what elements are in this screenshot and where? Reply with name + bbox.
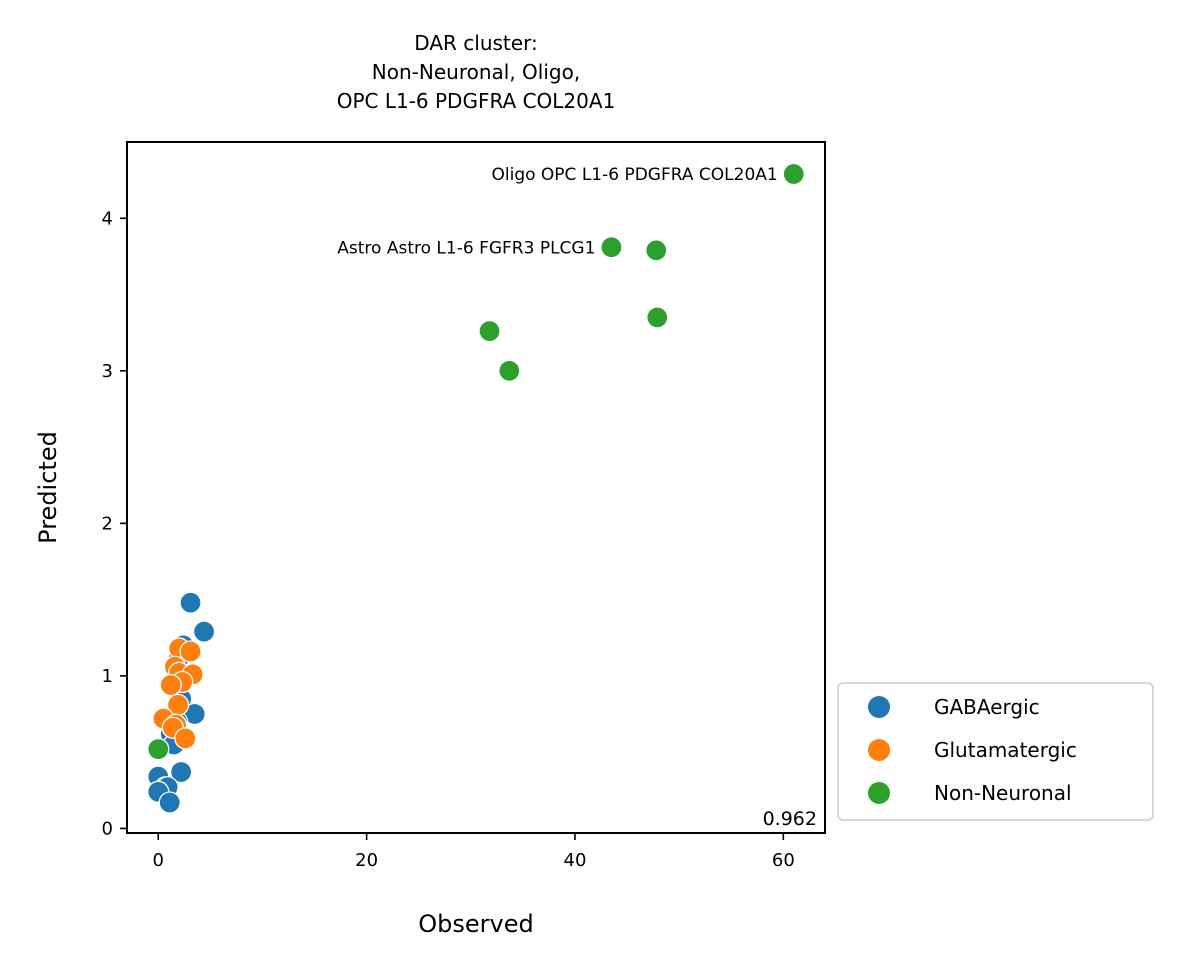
chart-title-line: Non-Neuronal, Oligo, bbox=[372, 60, 580, 84]
y-tick-label: 3 bbox=[102, 361, 113, 382]
chart-title-line: DAR cluster: bbox=[414, 31, 537, 55]
legend-marker bbox=[868, 696, 890, 718]
point-glutamatergic bbox=[179, 640, 202, 663]
point-gabaergic bbox=[179, 591, 202, 614]
x-tick-label: 40 bbox=[564, 850, 587, 871]
point-annotation: Oligo OPC L1-6 PDGFRA COL20A1 bbox=[492, 165, 778, 185]
point-non-neuronal bbox=[498, 359, 521, 382]
x-axis: 0 20 40 60 bbox=[153, 833, 795, 871]
legend-marker bbox=[868, 739, 890, 761]
point-gabaergic bbox=[192, 620, 216, 643]
points-layer bbox=[147, 162, 805, 814]
x-tick-label: 20 bbox=[355, 850, 378, 871]
point-non-neuronal bbox=[478, 319, 501, 343]
legend-marker bbox=[868, 782, 890, 804]
y-tick-label: 0 bbox=[102, 818, 113, 839]
legend: GABAergic Glutamatergic Non-Neuronal bbox=[837, 682, 1154, 821]
point-non-neuronal bbox=[600, 236, 623, 259]
point-non-neuronal bbox=[645, 239, 668, 262]
y-tick-label: 4 bbox=[102, 208, 113, 229]
plot-frame bbox=[126, 141, 826, 834]
legend-box bbox=[837, 682, 1154, 821]
legend-label: Glutamatergic bbox=[934, 738, 1077, 762]
y-tick-label: 2 bbox=[102, 513, 113, 534]
legend-label: Non-Neuronal bbox=[934, 781, 1072, 805]
y-axis: 0 1 2 3 4 bbox=[102, 208, 127, 839]
legend-label: GABAergic bbox=[934, 695, 1040, 719]
x-axis-label: Observed bbox=[418, 910, 533, 938]
annotation-layer: Oligo OPC L1-6 PDGFRA COL20A1 Astro Astro… bbox=[337, 165, 777, 258]
point-non-neuronal bbox=[782, 162, 805, 186]
chart-title-line: OPC L1-6 PDGFRA COL20A1 bbox=[337, 89, 616, 113]
point-annotation: Astro Astro L1-6 FGFR3 PLCG1 bbox=[337, 238, 595, 258]
x-tick-label: 0 bbox=[153, 850, 164, 871]
x-tick-label: 60 bbox=[772, 850, 795, 871]
point-gabaergic bbox=[158, 791, 181, 814]
point-glutamatergic bbox=[159, 673, 182, 697]
chart-title: DAR cluster: Non-Neuronal, Oligo, OPC L1-6… bbox=[337, 31, 616, 113]
point-non-neuronal bbox=[646, 306, 669, 329]
point-gabaergic bbox=[170, 760, 193, 784]
y-axis-label: Predicted bbox=[34, 431, 62, 544]
correlation-annotation: 0.962 bbox=[763, 808, 817, 830]
y-tick-label: 1 bbox=[102, 666, 113, 687]
point-glutamatergic bbox=[174, 727, 197, 750]
point-non-neuronal bbox=[147, 737, 170, 761]
